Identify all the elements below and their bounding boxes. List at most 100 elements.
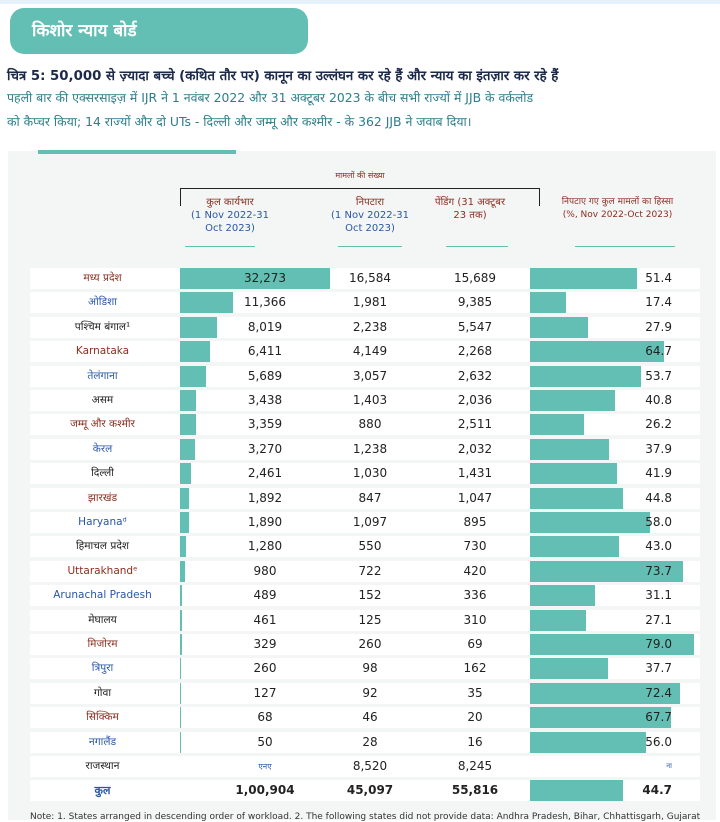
column-header: निपटारा(1 Nov 2022-31 Oct 2023) <box>328 196 412 235</box>
workload-value: 2,461 <box>225 463 305 484</box>
workload-bar <box>180 488 189 509</box>
header-rule <box>446 246 508 247</box>
disposed-value: 16,584 <box>330 268 410 289</box>
share-bar <box>530 292 566 313</box>
state-name: केरल <box>30 439 175 460</box>
workload-value: 8,019 <box>225 317 305 338</box>
disposed-value: 1,097 <box>330 512 410 533</box>
disposed-value: 98 <box>330 658 410 679</box>
workload-value: 3,270 <box>225 439 305 460</box>
state-name: दिल्ली <box>30 463 175 484</box>
note: Note: 1. States arranged in descending o… <box>30 812 700 822</box>
workload-value: 1,892 <box>225 488 305 509</box>
workload-value: एनए <box>225 756 305 777</box>
share-value: 31.1 <box>600 585 672 606</box>
share-bar <box>530 439 609 460</box>
disposed-value: 880 <box>330 414 410 435</box>
pending-value: 5,547 <box>435 317 515 338</box>
pending-value: 16 <box>435 732 515 753</box>
share-value: 41.9 <box>600 463 672 484</box>
pending-value: 35 <box>435 683 515 704</box>
pending-value: 2,036 <box>435 390 515 411</box>
workload-bar <box>180 414 196 435</box>
pending-value: 420 <box>435 561 515 582</box>
disposed-value: 1,981 <box>330 292 410 313</box>
pending-value: 1,047 <box>435 488 515 509</box>
workload-value: 1,280 <box>225 536 305 557</box>
workload-value: 11,366 <box>225 292 305 313</box>
column-title: पेंडिंग (31 अक्टूबर 23 तक) <box>432 196 508 222</box>
state-name: Uttarakhandᵉ <box>30 561 175 582</box>
state-name: जम्मू और कश्मीर <box>30 414 175 435</box>
share-value: 56.0 <box>600 732 672 753</box>
workload-bar <box>180 634 182 655</box>
state-name: राजस्थान <box>30 756 175 777</box>
share-value: 67.7 <box>600 707 672 728</box>
pending-value: 15,689 <box>435 268 515 289</box>
disposed-value: 92 <box>330 683 410 704</box>
state-name: हिमाचल प्रदेश <box>30 536 175 557</box>
workload-bar <box>180 658 181 679</box>
state-name: गोवा <box>30 683 175 704</box>
pending-value: 20 <box>435 707 515 728</box>
workload-bar <box>180 341 210 362</box>
state-name: मध्य प्रदेश <box>30 268 175 289</box>
disposed-value: 152 <box>330 585 410 606</box>
share-value: 27.9 <box>600 317 672 338</box>
workload-value: 260 <box>225 658 305 679</box>
column-header: निपटाए गए कुल मामलों का हिस्सा (%, Nov 2… <box>555 196 680 222</box>
share-value: ना <box>600 756 672 777</box>
state-name: तेलंगाना <box>30 366 175 387</box>
share-value: 27.1 <box>600 610 672 631</box>
share-value: 79.0 <box>600 634 672 655</box>
share-value: 72.4 <box>600 683 672 704</box>
disposed-value: 125 <box>330 610 410 631</box>
pending-value: 310 <box>435 610 515 631</box>
share-value: 58.0 <box>600 512 672 533</box>
workload-value: 3,359 <box>225 414 305 435</box>
pending-value: 2,268 <box>435 341 515 362</box>
share-value: 44.7 <box>600 780 672 801</box>
state-name: त्रिपुरा <box>30 658 175 679</box>
disposed-value: 1,238 <box>330 439 410 460</box>
disposed-value: 45,097 <box>330 780 410 801</box>
header-rule <box>185 246 255 247</box>
share-bar <box>530 658 608 679</box>
state-name: कुल <box>30 780 175 801</box>
workload-bar <box>180 512 189 533</box>
workload-bar <box>180 536 186 557</box>
column-title: कुल कार्यभार <box>190 196 270 209</box>
share-value: 40.8 <box>600 390 672 411</box>
state-name: झारखंड <box>30 488 175 509</box>
disposed-value: 550 <box>330 536 410 557</box>
workload-value: 68 <box>225 707 305 728</box>
workload-value: 5,689 <box>225 366 305 387</box>
workload-value: 461 <box>225 610 305 631</box>
disposed-value: 1,403 <box>330 390 410 411</box>
column-subtitle: (1 Nov 2022-31 Oct 2023) <box>328 209 412 235</box>
pending-value: 895 <box>435 512 515 533</box>
state-name: असम <box>30 390 175 411</box>
state-name: सिक्किम <box>30 707 175 728</box>
workload-bar <box>180 317 217 338</box>
state-name: Arunachal Pradesh <box>30 585 175 606</box>
workload-bar <box>180 683 181 704</box>
pending-value: 336 <box>435 585 515 606</box>
state-name: Karnataka <box>30 341 175 362</box>
disposed-value: 2,238 <box>330 317 410 338</box>
share-value: 73.7 <box>600 561 672 582</box>
pending-value: 9,385 <box>435 292 515 313</box>
workload-value: 980 <box>225 561 305 582</box>
share-value: 17.4 <box>600 292 672 313</box>
share-bar <box>530 414 584 435</box>
share-value: 26.2 <box>600 414 672 435</box>
workload-bar <box>180 439 195 460</box>
pending-value: 1,431 <box>435 463 515 484</box>
disposed-value: 847 <box>330 488 410 509</box>
disposed-value: 8,520 <box>330 756 410 777</box>
state-name: मेघालय <box>30 610 175 631</box>
share-value: 53.7 <box>600 366 672 387</box>
state-name: Haryanaᵈ <box>30 512 175 533</box>
workload-value: 32,273 <box>225 268 305 289</box>
workload-value: 50 <box>225 732 305 753</box>
